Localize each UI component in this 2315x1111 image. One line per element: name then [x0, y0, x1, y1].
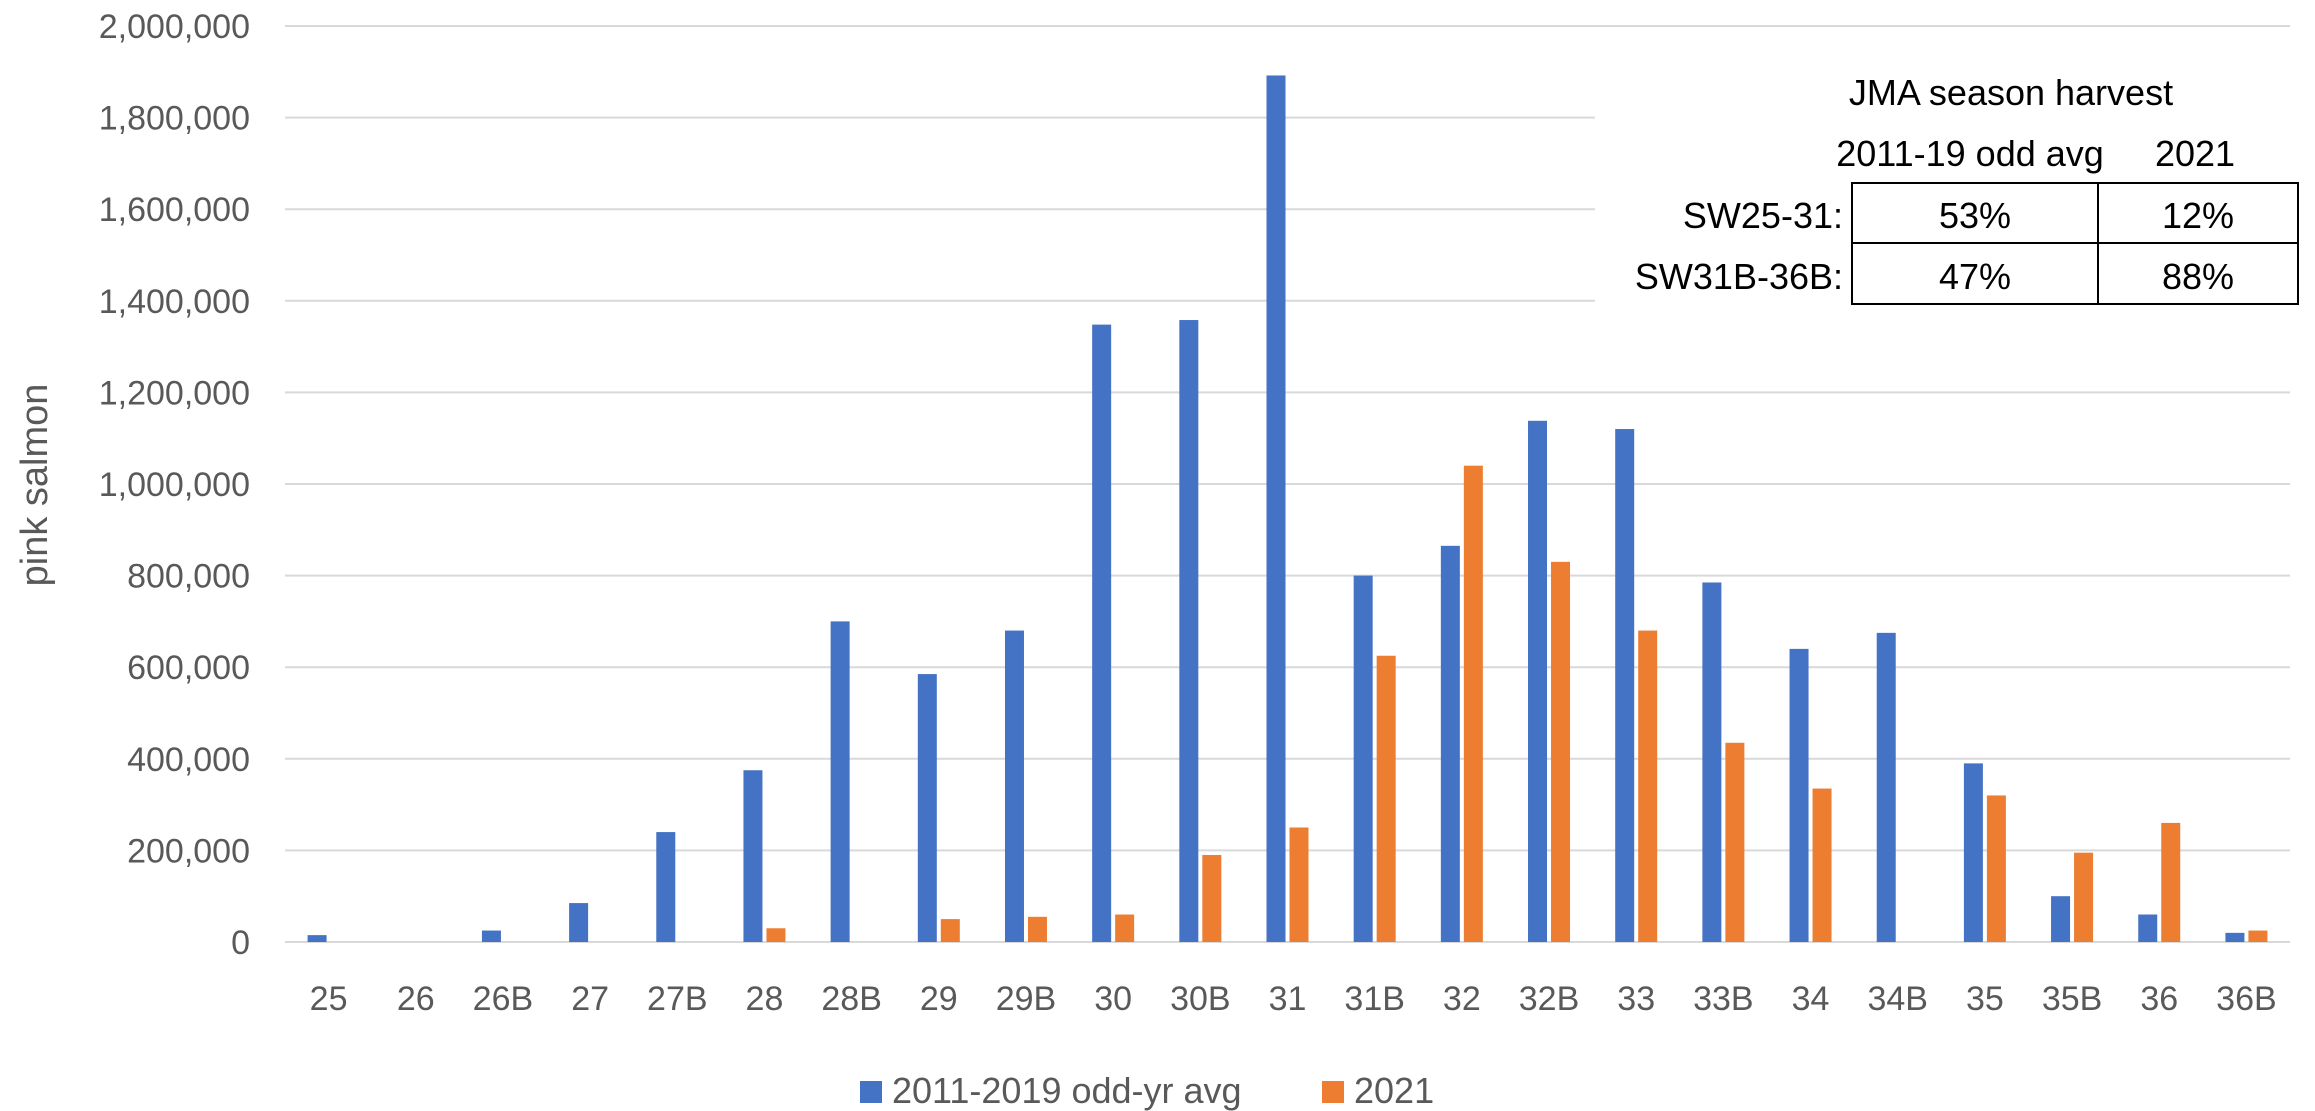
y-tick-label: 2,000,000 [99, 8, 250, 46]
inset-col-header-2021: 2021 [2155, 133, 2235, 174]
y-tick-label: 1,400,000 [99, 283, 250, 321]
legend-swatch-2021 [1322, 1081, 1344, 1103]
bar-2021 [1115, 914, 1135, 942]
x-tick-label: 31B [1344, 980, 1405, 1018]
bar-avg [307, 935, 327, 942]
x-tick-label: 31 [1269, 980, 1307, 1018]
y-tick-label: 1,600,000 [99, 191, 250, 229]
bar-2021 [1812, 788, 1832, 942]
x-tick-label: 36B [2216, 980, 2277, 1018]
bar-avg [2138, 914, 2158, 942]
legend-label-avg: 2011-2019 odd-yr avg [892, 1070, 1242, 1111]
legend: 2011-2019 odd-yr avg 2021 [860, 1070, 1434, 1111]
bar-2021 [766, 928, 786, 942]
x-tick-label: 32B [1519, 980, 1580, 1018]
inset-col-header-avg: 2011-19 odd avg [1836, 133, 2104, 174]
bar-2021 [1986, 795, 2006, 942]
bar-avg [481, 930, 501, 942]
inset-cell: 12% [2162, 195, 2234, 236]
y-tick-label: 800,000 [127, 558, 250, 596]
bar-avg [830, 621, 850, 942]
x-tick-label: 28 [746, 980, 784, 1018]
bar-2021 [940, 919, 960, 942]
y-tick-label: 1,000,000 [99, 466, 250, 504]
x-tick-label: 34B [1867, 980, 1928, 1018]
bar-2021 [1202, 854, 1222, 942]
bar-avg [1702, 582, 1722, 942]
y-tick-label: 1,800,000 [99, 100, 250, 138]
x-tick-label: 33 [1617, 980, 1655, 1018]
bar-2021 [1638, 630, 1658, 942]
bar-avg [2051, 896, 2071, 942]
inset-bg-top [1595, 45, 2315, 115]
bar-avg [2225, 932, 2245, 942]
legend-swatch-avg [860, 1081, 882, 1103]
bar-2021 [1551, 561, 1571, 942]
x-tick-label: 30B [1170, 980, 1231, 1018]
y-tick-label: 1,200,000 [99, 374, 250, 412]
x-tick-label: 29 [920, 980, 958, 1018]
bar-avg [1004, 630, 1024, 942]
x-tick-label: 28B [821, 980, 882, 1018]
x-axis-ticks: 25 26 26B 27 27B 28 28B 29 29B 30 30B 31 31B 32 32B 33 3… [310, 980, 2277, 1018]
bar-2021 [1027, 916, 1047, 942]
bar-2021 [2248, 930, 2268, 942]
x-tick-label: 33B [1693, 980, 1754, 1018]
y-tick-label: 600,000 [127, 649, 250, 687]
bars [307, 75, 2268, 943]
y-axis-title: pink salmon [14, 384, 56, 587]
y-axis-ticks: 0 200,000 400,000 600,000 800,000 1,000,000 1,… [99, 8, 250, 962]
x-tick-label: 30 [1094, 980, 1132, 1018]
bar-avg [1440, 545, 1460, 942]
bar-avg [1266, 75, 1286, 943]
inset-title: JMA season harvest [1849, 72, 2173, 113]
inset-row-label: SW31B-36B: [1635, 256, 1843, 297]
x-tick-label: 32 [1443, 980, 1481, 1018]
bar-avg [1092, 324, 1112, 943]
bar-avg [1353, 575, 1373, 942]
x-tick-label: 34 [1792, 980, 1830, 1018]
inset-cell: 47% [1939, 256, 2011, 297]
x-tick-label: 26 [397, 980, 435, 1018]
bar-2021 [1376, 655, 1396, 942]
bar-avg [569, 903, 589, 942]
y-tick-label: 400,000 [127, 741, 250, 779]
inset-bg [1595, 115, 2315, 315]
x-tick-label: 27 [571, 980, 609, 1018]
bar-avg [1528, 420, 1548, 942]
bar-2021 [1289, 827, 1309, 942]
x-tick-label: 25 [310, 980, 348, 1018]
x-tick-label: 26B [473, 980, 534, 1018]
inset-table: JMA season harvest 2011-19 odd avg 2021 … [1595, 45, 2315, 315]
y-tick-label: 200,000 [127, 832, 250, 870]
bar-2021 [1725, 742, 1745, 942]
bar-avg [1789, 648, 1809, 942]
x-tick-label: 29B [996, 980, 1057, 1018]
inset-cell: 53% [1939, 195, 2011, 236]
bar-2021 [1463, 465, 1483, 942]
x-tick-label: 35 [1966, 980, 2004, 1018]
bar-2021 [2161, 822, 2181, 942]
y-tick-label: 0 [231, 924, 250, 962]
legend-label-2021: 2021 [1354, 1070, 1434, 1111]
inset-row-label: SW25-31: [1683, 195, 1843, 236]
x-tick-label: 36 [2140, 980, 2178, 1018]
bar-avg [917, 674, 937, 942]
bar-avg [656, 832, 676, 942]
bar-avg [1963, 763, 1983, 942]
x-tick-label: 35B [2042, 980, 2103, 1018]
bar-avg [1876, 632, 1896, 942]
inset-cell: 88% [2162, 256, 2234, 297]
bar-2021 [2074, 852, 2094, 942]
bar-avg [1615, 429, 1635, 942]
bar-avg [743, 770, 763, 942]
x-tick-label: 27B [647, 980, 708, 1018]
bar-avg [1179, 320, 1199, 942]
